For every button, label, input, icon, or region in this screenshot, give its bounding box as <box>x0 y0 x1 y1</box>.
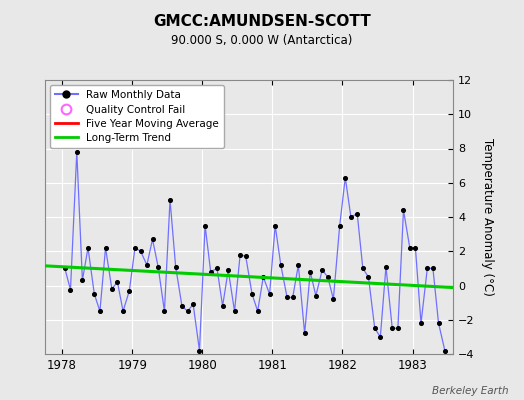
Point <box>224 267 233 273</box>
Point <box>294 262 302 268</box>
Point <box>358 265 367 272</box>
Point <box>201 222 209 229</box>
Point <box>78 277 86 284</box>
Point <box>113 279 122 285</box>
Point <box>265 291 274 297</box>
Point <box>423 265 431 272</box>
Point <box>376 334 385 340</box>
Point <box>382 264 390 270</box>
Point <box>394 325 402 332</box>
Point <box>73 149 81 155</box>
Point <box>107 286 116 292</box>
Y-axis label: Temperature Anomaly (°C): Temperature Anomaly (°C) <box>481 138 494 296</box>
Point <box>171 264 180 270</box>
Text: GMCC:AMUNDSEN-SCOTT: GMCC:AMUNDSEN-SCOTT <box>153 14 371 29</box>
Text: Berkeley Earth: Berkeley Earth <box>432 386 508 396</box>
Point <box>300 330 309 337</box>
Point <box>347 214 355 220</box>
Point <box>259 274 267 280</box>
Point <box>353 210 362 217</box>
Point <box>213 265 221 272</box>
Point <box>101 245 110 251</box>
Point <box>364 274 373 280</box>
Point <box>411 245 420 251</box>
Point <box>183 308 192 314</box>
Point <box>306 269 314 275</box>
Point <box>335 222 344 229</box>
Point <box>206 269 215 275</box>
Point <box>231 308 239 314</box>
Point <box>289 294 297 301</box>
Point <box>166 197 174 203</box>
Point <box>236 252 244 258</box>
Point <box>136 248 145 254</box>
Point <box>370 325 379 332</box>
Point <box>441 347 449 354</box>
Point <box>219 303 227 309</box>
Point <box>341 174 350 181</box>
Point <box>277 262 285 268</box>
Point <box>84 245 92 251</box>
Point <box>119 308 127 314</box>
Point <box>178 303 186 309</box>
Point <box>324 274 332 280</box>
Point <box>329 296 337 302</box>
Point <box>131 245 139 251</box>
Point <box>271 222 279 229</box>
Point <box>417 320 425 326</box>
Point <box>406 245 414 251</box>
Point <box>388 325 397 332</box>
Point <box>312 292 320 299</box>
Point <box>148 236 157 242</box>
Point <box>154 264 162 270</box>
Point <box>189 301 198 308</box>
Legend: Raw Monthly Data, Quality Control Fail, Five Year Moving Average, Long-Term Tren: Raw Monthly Data, Quality Control Fail, … <box>50 85 224 148</box>
Point <box>318 267 326 273</box>
Point <box>283 294 291 301</box>
Point <box>160 308 169 314</box>
Point <box>434 320 443 326</box>
Point <box>143 262 151 268</box>
Point <box>90 291 99 297</box>
Point <box>242 253 250 260</box>
Point <box>195 347 204 354</box>
Text: 90.000 S, 0.000 W (Antarctica): 90.000 S, 0.000 W (Antarctica) <box>171 34 353 47</box>
Point <box>125 288 134 294</box>
Point <box>67 286 75 293</box>
Point <box>96 308 104 314</box>
Point <box>61 265 69 272</box>
Point <box>254 308 262 314</box>
Point <box>429 265 437 272</box>
Point <box>399 207 408 213</box>
Point <box>248 291 256 297</box>
